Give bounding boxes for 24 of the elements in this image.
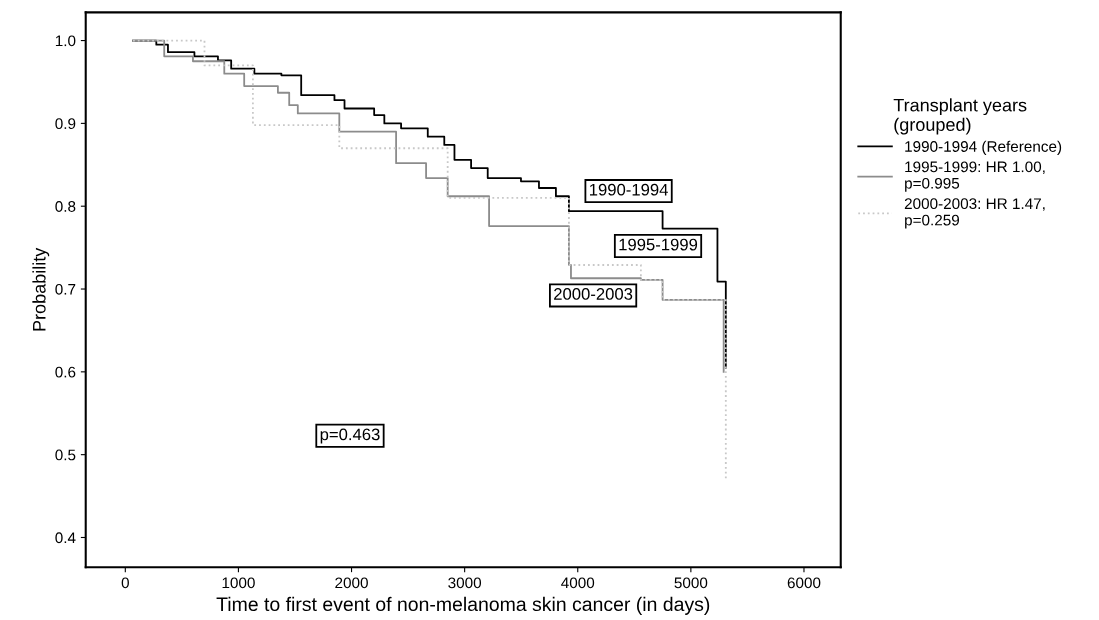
x-tick-label: 1000 <box>222 577 255 589</box>
x-tick-label: 5000 <box>674 577 708 589</box>
y-tick-label: 0.4 <box>55 532 76 544</box>
y-tick-label: 0.7 <box>55 283 76 295</box>
y-tick-label: 0.5 <box>55 449 76 461</box>
annotation: p=0.463 <box>320 428 380 444</box>
y-tick-label: 0.6 <box>55 366 76 378</box>
x-axis-title: Time to first event of non-melanoma skin cancer (in days) <box>216 596 710 615</box>
legend-label: 1995-1999: HR 1.00, p=0.995 <box>905 161 1045 192</box>
annotation: 1990-1994 <box>590 183 668 196</box>
x-tick-label: 0 <box>121 577 129 589</box>
x-tick-label: 6000 <box>787 577 821 589</box>
x-tick-label: 3000 <box>448 577 482 589</box>
annotation: 2000-2003 <box>554 288 633 300</box>
y-tick-label: 0.9 <box>55 118 76 130</box>
y-axis-title: Probability <box>32 247 50 331</box>
legend-label: 2000-2003: HR 1.47, p=0.259 <box>904 198 1045 229</box>
annotation: 1995-1999 <box>619 238 698 251</box>
legend-label: 1990-1994 (Reference) <box>905 140 1062 155</box>
x-tick-label: 2000 <box>335 577 368 589</box>
y-tick-label: 0.8 <box>55 201 76 212</box>
legend-title: Transplant years (grouped) <box>893 98 1027 135</box>
y-tick-label: 1.0 <box>55 35 76 47</box>
x-tick-label: 4000 <box>561 577 595 589</box>
